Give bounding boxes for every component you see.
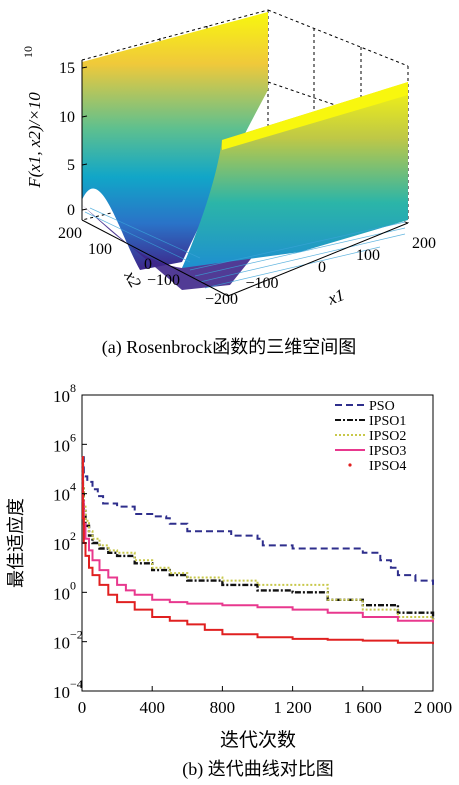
x-axis-label: 迭代次数 (220, 729, 296, 751)
caption-a: (a) Rosenbrock函数的三维空间图 (102, 337, 356, 358)
x-tick-label: 2 000 (414, 698, 452, 717)
x2-tick-label: 100 (88, 241, 112, 258)
series-line-ipso2 (81, 456, 434, 623)
y-tick-exponent: −4 (70, 677, 83, 691)
surface-left-wall (82, 12, 268, 270)
surface-right-wall (182, 82, 408, 268)
x1-tick-label: −100 (245, 275, 278, 292)
series-line-ipso3 (81, 456, 434, 623)
z-axis-label: F(x1, x2)/×10 (25, 92, 44, 189)
x-tick-label: 0 (78, 698, 87, 717)
z-tick-label: 0 (67, 202, 75, 219)
x-tick-label: 1 200 (273, 698, 311, 717)
y-tick-label: 10 (53, 683, 70, 702)
legend-label: IPSO3 (369, 444, 406, 459)
legend-swatch-ipso4 (348, 463, 352, 467)
x-tick-label: 1 600 (344, 698, 382, 717)
z-tick-label: 5 (67, 157, 75, 174)
y-axis-label: 最佳适应度 (6, 498, 26, 588)
x1-axis: −100 0 100 200 x1 (245, 235, 436, 309)
x-tick-label: 800 (210, 698, 236, 717)
y-tick-label: 10 (53, 436, 70, 455)
y-tick-label: 10 (53, 387, 70, 406)
y-tick-exponent: 0 (70, 578, 76, 592)
y-tick-label: 10 (53, 584, 70, 603)
series-line-ipso4 (81, 456, 434, 645)
series-line-pso (82, 456, 434, 585)
y-tick-exponent: 6 (70, 430, 76, 444)
legend-label: IPSO4 (369, 459, 406, 474)
y-tick-exponent: 2 (70, 529, 76, 543)
box-front-edges (81, 60, 409, 297)
surface-right-top (222, 82, 408, 150)
x1-tick-label: 200 (412, 235, 436, 252)
z-tick-label: 15 (59, 60, 75, 77)
legend-label: IPSO2 (369, 429, 406, 444)
y-tick-label: 10 (53, 634, 70, 653)
x2-tick-label: 0 (144, 256, 152, 273)
x-axis: 0 400 800 1 200 1 600 2 000 (78, 686, 452, 717)
x2-axis-label: x2 (120, 267, 145, 292)
x-tick-label: 400 (139, 698, 165, 717)
y-tick-label: 10 (53, 486, 70, 505)
y-tick-label: 10 (53, 535, 70, 554)
z-axis-label-exponent: 10 (21, 46, 35, 58)
legend-label: PSO (369, 399, 395, 414)
x1-tick-label: 100 (356, 247, 380, 264)
y-tick-exponent: 8 (70, 381, 76, 395)
x2-tick-label: −100 (147, 272, 180, 289)
x1-tick-label: 0 (318, 259, 326, 276)
legend-label: IPSO1 (369, 414, 406, 429)
y-tick-exponent: −2 (70, 628, 83, 642)
x1-axis-label: x1 (324, 285, 347, 309)
surface-plot: 0 5 10 15 F(x1, x2)/×10 10 200 100 0 −10… (21, 9, 436, 358)
y-tick-exponent: 4 (70, 480, 76, 494)
floor-contours (84, 207, 406, 289)
z-axis: 0 5 10 15 F(x1, x2)/×10 10 (21, 46, 88, 219)
z-tick-label: 10 (59, 109, 75, 126)
x2-tick-label: 200 (58, 225, 82, 242)
caption-b: (b) 迭代曲线对比图 (182, 759, 334, 780)
series-layer (81, 456, 435, 645)
x2-tick-label: −200 (205, 291, 238, 308)
